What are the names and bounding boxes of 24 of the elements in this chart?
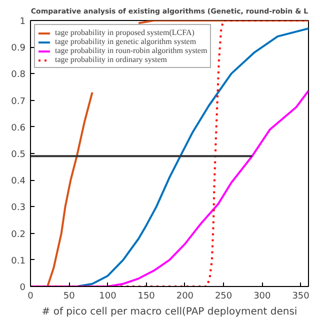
x-tick-label: 350 xyxy=(292,292,310,302)
x-tick-label: 0 xyxy=(28,292,34,302)
y-tick-label: 0 xyxy=(20,283,26,293)
x-tick-label: 100 xyxy=(99,292,117,302)
y-tick-label: 0.9 xyxy=(11,44,26,54)
y-tick-label: 0.3 xyxy=(11,203,26,214)
x-tick-label: 200 xyxy=(176,292,194,302)
x-tick-label: 250 xyxy=(214,292,232,302)
y-tick-label: 0.2 xyxy=(11,230,26,240)
y-tick-label: 0.6 xyxy=(11,123,26,134)
x-tick-label: 50 xyxy=(63,292,76,302)
x-axis-title: # of pico cell per macro cell(PAP deployment densi xyxy=(42,306,298,318)
y-tick-label: 0.1 xyxy=(11,256,26,266)
y-tick-label: 0.4 xyxy=(11,176,26,187)
y-tick-label: 0.5 xyxy=(11,150,26,160)
legend-label: tage probability in roun-robin algorithm system xyxy=(55,46,208,55)
legend-label: tage probability in proposed system(LCFA) xyxy=(55,28,194,37)
x-tick-label: 150 xyxy=(138,292,156,302)
legend-label: tage probability in genetic algorithm system xyxy=(55,37,196,46)
y-tick-label: 1 xyxy=(20,17,26,27)
x-tick-label: 300 xyxy=(254,292,272,302)
y-tick-label: 0.8 xyxy=(11,70,26,80)
y-tick-label: 0.7 xyxy=(11,96,26,107)
legend-label: tage probability in ordinary system xyxy=(55,55,167,64)
